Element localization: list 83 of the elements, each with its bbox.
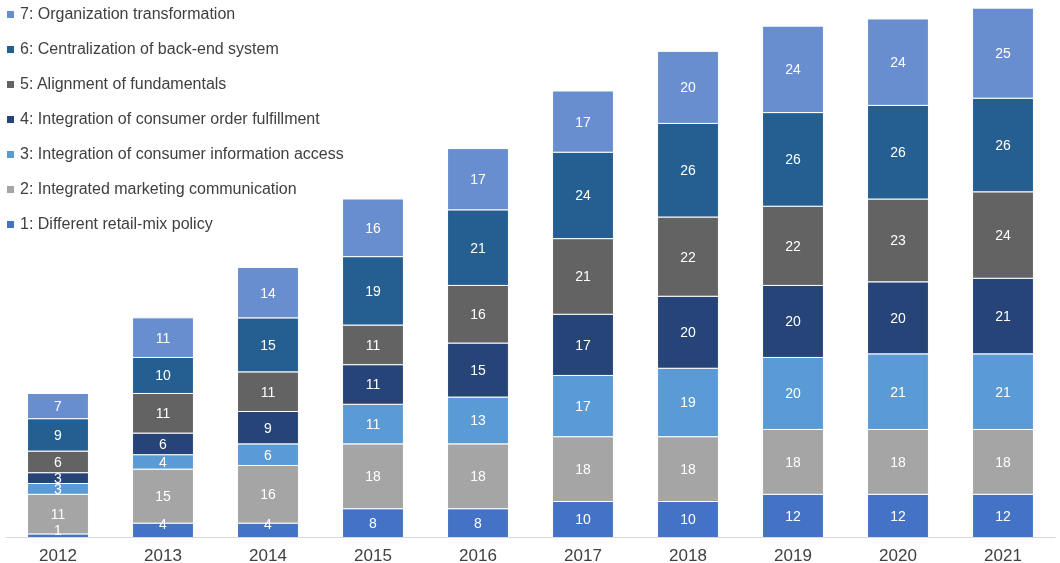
x-tick-label: 2016 (459, 545, 497, 563)
data-label: 11 (155, 405, 171, 422)
legend-label: 4: Integration of consumer order fulfillment (20, 110, 320, 128)
data-label: 18 (995, 453, 1011, 470)
data-label: 11 (260, 383, 276, 400)
data-label: 11 (155, 329, 171, 346)
data-label: 26 (995, 136, 1011, 153)
data-label: 15 (155, 488, 171, 505)
x-tick-label: 2018 (669, 545, 707, 563)
legend-label: 1: Different retail-mix policy (20, 215, 213, 233)
data-label: 24 (785, 61, 801, 78)
data-label: 11 (365, 416, 381, 433)
data-label: 25 (995, 45, 1011, 62)
data-label: 18 (365, 468, 381, 485)
legend-label: 7: Organization transformation (20, 5, 236, 23)
data-label: 19 (680, 394, 696, 411)
data-label: 21 (995, 383, 1011, 400)
x-tick-label: 2020 (879, 545, 917, 563)
data-label: 18 (890, 453, 906, 470)
data-label: 7 (54, 398, 63, 415)
data-label: 22 (785, 237, 801, 254)
data-label: 20 (785, 313, 801, 330)
data-label: 22 (680, 248, 696, 265)
data-label: 20 (890, 309, 906, 326)
data-label: 21 (890, 383, 906, 400)
data-label: 11 (50, 506, 66, 523)
data-label: 12 (890, 507, 906, 524)
data-label: 9 (264, 419, 273, 436)
data-label: 18 (680, 461, 696, 478)
data-label: 18 (785, 453, 801, 470)
data-label: 12 (995, 507, 1011, 524)
data-label: 21 (575, 268, 591, 285)
legend-label: 3: Integration of consumer information access (20, 145, 344, 163)
data-label: 17 (575, 398, 591, 415)
data-label: 11 (365, 376, 381, 393)
data-label: 4 (159, 453, 168, 470)
data-label: 10 (575, 511, 591, 528)
data-label: 9 (54, 426, 63, 443)
x-tick-label: 2013 (144, 545, 182, 563)
data-label: 24 (890, 54, 906, 71)
data-label: 16 (365, 219, 381, 236)
data-label: 17 (575, 336, 591, 353)
data-label: 6 (54, 453, 63, 470)
data-label: 20 (680, 79, 696, 96)
data-label: 24 (995, 227, 1011, 244)
data-label: 10 (680, 511, 696, 528)
data-label: 15 (260, 336, 276, 353)
data-label: 26 (680, 162, 696, 179)
data-label: 23 (890, 232, 906, 249)
data-label: 20 (680, 324, 696, 341)
data-label: 8 (369, 515, 378, 532)
x-tick-label: 2017 (564, 545, 602, 563)
legend-label: 5: Alignment of fundamentals (20, 75, 227, 93)
x-tick-label: 2014 (249, 545, 287, 563)
x-tick-label: 2021 (984, 545, 1022, 563)
data-label: 17 (470, 171, 486, 188)
x-tick-label: 2019 (774, 545, 812, 563)
legend-label: 6: Centralization of back-end system (20, 40, 279, 58)
data-label: 26 (785, 151, 801, 168)
data-label: 6 (264, 446, 273, 463)
data-label: 6 (159, 435, 168, 452)
data-label: 18 (470, 468, 486, 485)
data-label: 21 (470, 239, 486, 256)
data-label: 12 (785, 507, 801, 524)
data-label: 1 (54, 521, 63, 538)
data-label: 17 (575, 113, 591, 130)
data-label: 15 (470, 362, 486, 379)
data-label: 19 (365, 282, 381, 299)
data-label: 14 (260, 284, 276, 301)
data-label: 10 (155, 367, 171, 384)
data-label: 13 (470, 412, 486, 429)
data-label: 26 (890, 144, 906, 161)
data-label: 16 (470, 306, 486, 323)
data-label: 16 (260, 486, 276, 503)
legend-label: 2: Integrated marketing communication (20, 180, 297, 198)
data-label: 21 (995, 308, 1011, 325)
data-label: 8 (474, 515, 483, 532)
data-label: 18 (575, 461, 591, 478)
data-label: 11 (365, 336, 381, 353)
x-tick-label: 2015 (354, 545, 392, 563)
x-tick-label: 2012 (39, 545, 77, 563)
data-label: 24 (575, 187, 591, 204)
data-label: 20 (785, 385, 801, 402)
